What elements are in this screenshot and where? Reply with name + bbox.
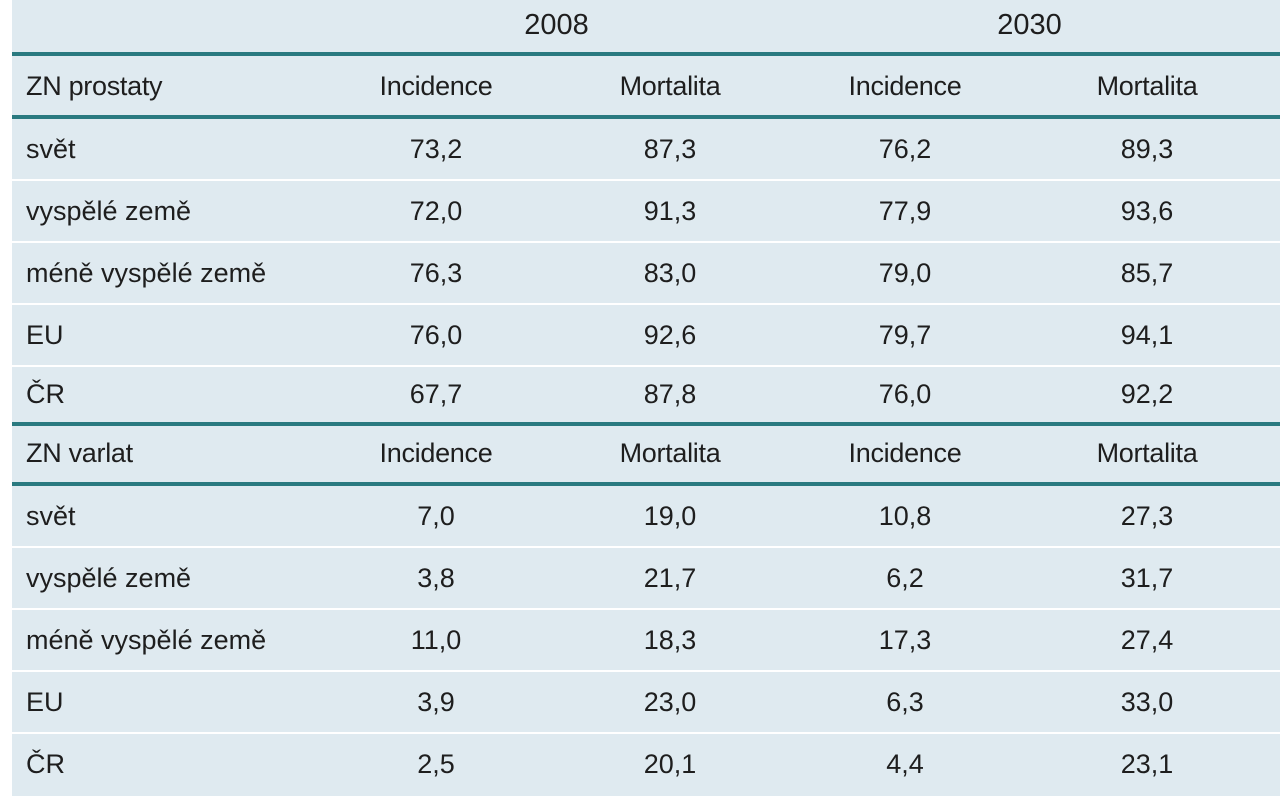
column-header: Incidence [379, 71, 493, 101]
table-cell: 93,6 [1120, 196, 1174, 226]
table-cell: 21,7 [643, 563, 697, 593]
table-cell: 20,1 [643, 749, 697, 779]
divider [12, 732, 1280, 734]
divider [12, 179, 1280, 181]
column-header: Incidence [848, 438, 962, 468]
table-cell: 17,3 [878, 625, 932, 655]
table-cell: 10,8 [878, 501, 932, 531]
column-header: Incidence [848, 71, 962, 101]
divider [12, 608, 1280, 610]
row-label: EU [26, 320, 64, 350]
data-table: 2008 2030 ZN prostaty Incidence Mortalit… [12, 0, 1280, 796]
divider [12, 115, 1280, 119]
row-label: vyspělé země [26, 563, 192, 593]
table-row: vyspělé země 3,8 21,7 6,2 31,7 [12, 548, 1280, 609]
table-cell: 11,0 [410, 625, 462, 655]
table-cell: 4,4 [886, 749, 924, 779]
table-cell: 87,3 [643, 134, 697, 164]
row-label: méně vyspělé země [26, 625, 267, 655]
divider [12, 365, 1280, 367]
table-cell: 19,0 [643, 501, 697, 531]
table-row: ČR 67,7 87,8 76,0 92,2 [12, 364, 1280, 425]
table-cell: 92,6 [643, 320, 697, 350]
column-header: Mortalita [619, 438, 721, 468]
divider [12, 52, 1280, 56]
row-label: EU [26, 687, 64, 717]
table-cell: 89,3 [1120, 134, 1174, 164]
table-cell: 76,0 [409, 320, 463, 350]
table-cell: 31,7 [1120, 563, 1174, 593]
column-header: Mortalita [1096, 438, 1198, 468]
year-header-2030: 2030 [997, 8, 1062, 41]
table-cell: 27,4 [1120, 625, 1174, 655]
table-cell: 87,8 [643, 379, 697, 409]
year-header-2008: 2008 [524, 8, 589, 41]
table-cell: 72,0 [409, 196, 463, 226]
table-cell: 2,5 [417, 749, 455, 779]
section-header-prostate: ZN prostaty Incidence Mortalita Incidenc… [12, 56, 1280, 117]
table-cell: 79,0 [878, 258, 932, 288]
table-cell: 23,0 [643, 687, 697, 717]
column-header: Mortalita [619, 71, 721, 101]
row-label: svět [26, 501, 76, 531]
table-cell: 27,3 [1120, 501, 1174, 531]
table-cell: 3,8 [417, 563, 455, 593]
table-row: svět 73,2 87,3 76,2 89,3 [12, 119, 1280, 180]
table-row: méně vyspělé země 76,3 83,0 79,0 85,7 [12, 243, 1280, 304]
table-cell: 7,0 [417, 501, 455, 531]
table-cell: 83,0 [643, 258, 697, 288]
row-label: ČR [26, 379, 65, 409]
divider [12, 670, 1280, 672]
row-label: méně vyspělé země [26, 258, 267, 288]
table-cell: 94,1 [1120, 320, 1174, 350]
section-label: ZN prostaty [26, 71, 163, 101]
table-cell: 18,3 [643, 625, 697, 655]
row-label: svět [26, 134, 76, 164]
section-header-testis: ZN varlat Incidence Mortalita Incidence … [12, 423, 1280, 484]
table-cell: 67,7 [409, 379, 463, 409]
table-cell: 6,2 [886, 563, 924, 593]
table-row: EU 3,9 23,0 6,3 33,0 [12, 672, 1280, 733]
table-row: méně vyspělé země 11,0 18,3 17,3 27,4 [12, 610, 1280, 671]
table-row: EU 76,0 92,6 79,7 94,1 [12, 305, 1280, 366]
table-cell: 3,9 [417, 687, 455, 717]
table-cell: 76,0 [878, 379, 932, 409]
table-cell: 6,3 [886, 687, 924, 717]
row-label: vyspělé země [26, 196, 192, 226]
table-cell: 23,1 [1120, 749, 1174, 779]
table-cell: 33,0 [1120, 687, 1174, 717]
table-cell: 73,2 [409, 134, 463, 164]
row-label: ČR [26, 749, 65, 779]
table-row: vyspělé země 72,0 91,3 77,9 93,6 [12, 181, 1280, 242]
table-cell: 85,7 [1120, 258, 1174, 288]
table-row: svět 7,0 19,0 10,8 27,3 [12, 486, 1280, 547]
table-cell: 79,7 [878, 320, 932, 350]
table-cell: 76,2 [878, 134, 932, 164]
column-header: Incidence [379, 438, 493, 468]
column-header: Mortalita [1096, 71, 1198, 101]
divider [12, 482, 1280, 486]
table-cell: 76,3 [409, 258, 463, 288]
table-cell: 91,3 [643, 196, 697, 226]
table-cell: 77,9 [878, 196, 932, 226]
table-cell: 92,2 [1120, 379, 1174, 409]
divider [12, 546, 1280, 548]
divider [12, 422, 1280, 426]
section-label: ZN varlat [26, 438, 133, 468]
divider [12, 303, 1280, 305]
divider [12, 241, 1280, 243]
table-row: ČR 2,5 20,1 4,4 23,1 [12, 734, 1280, 795]
